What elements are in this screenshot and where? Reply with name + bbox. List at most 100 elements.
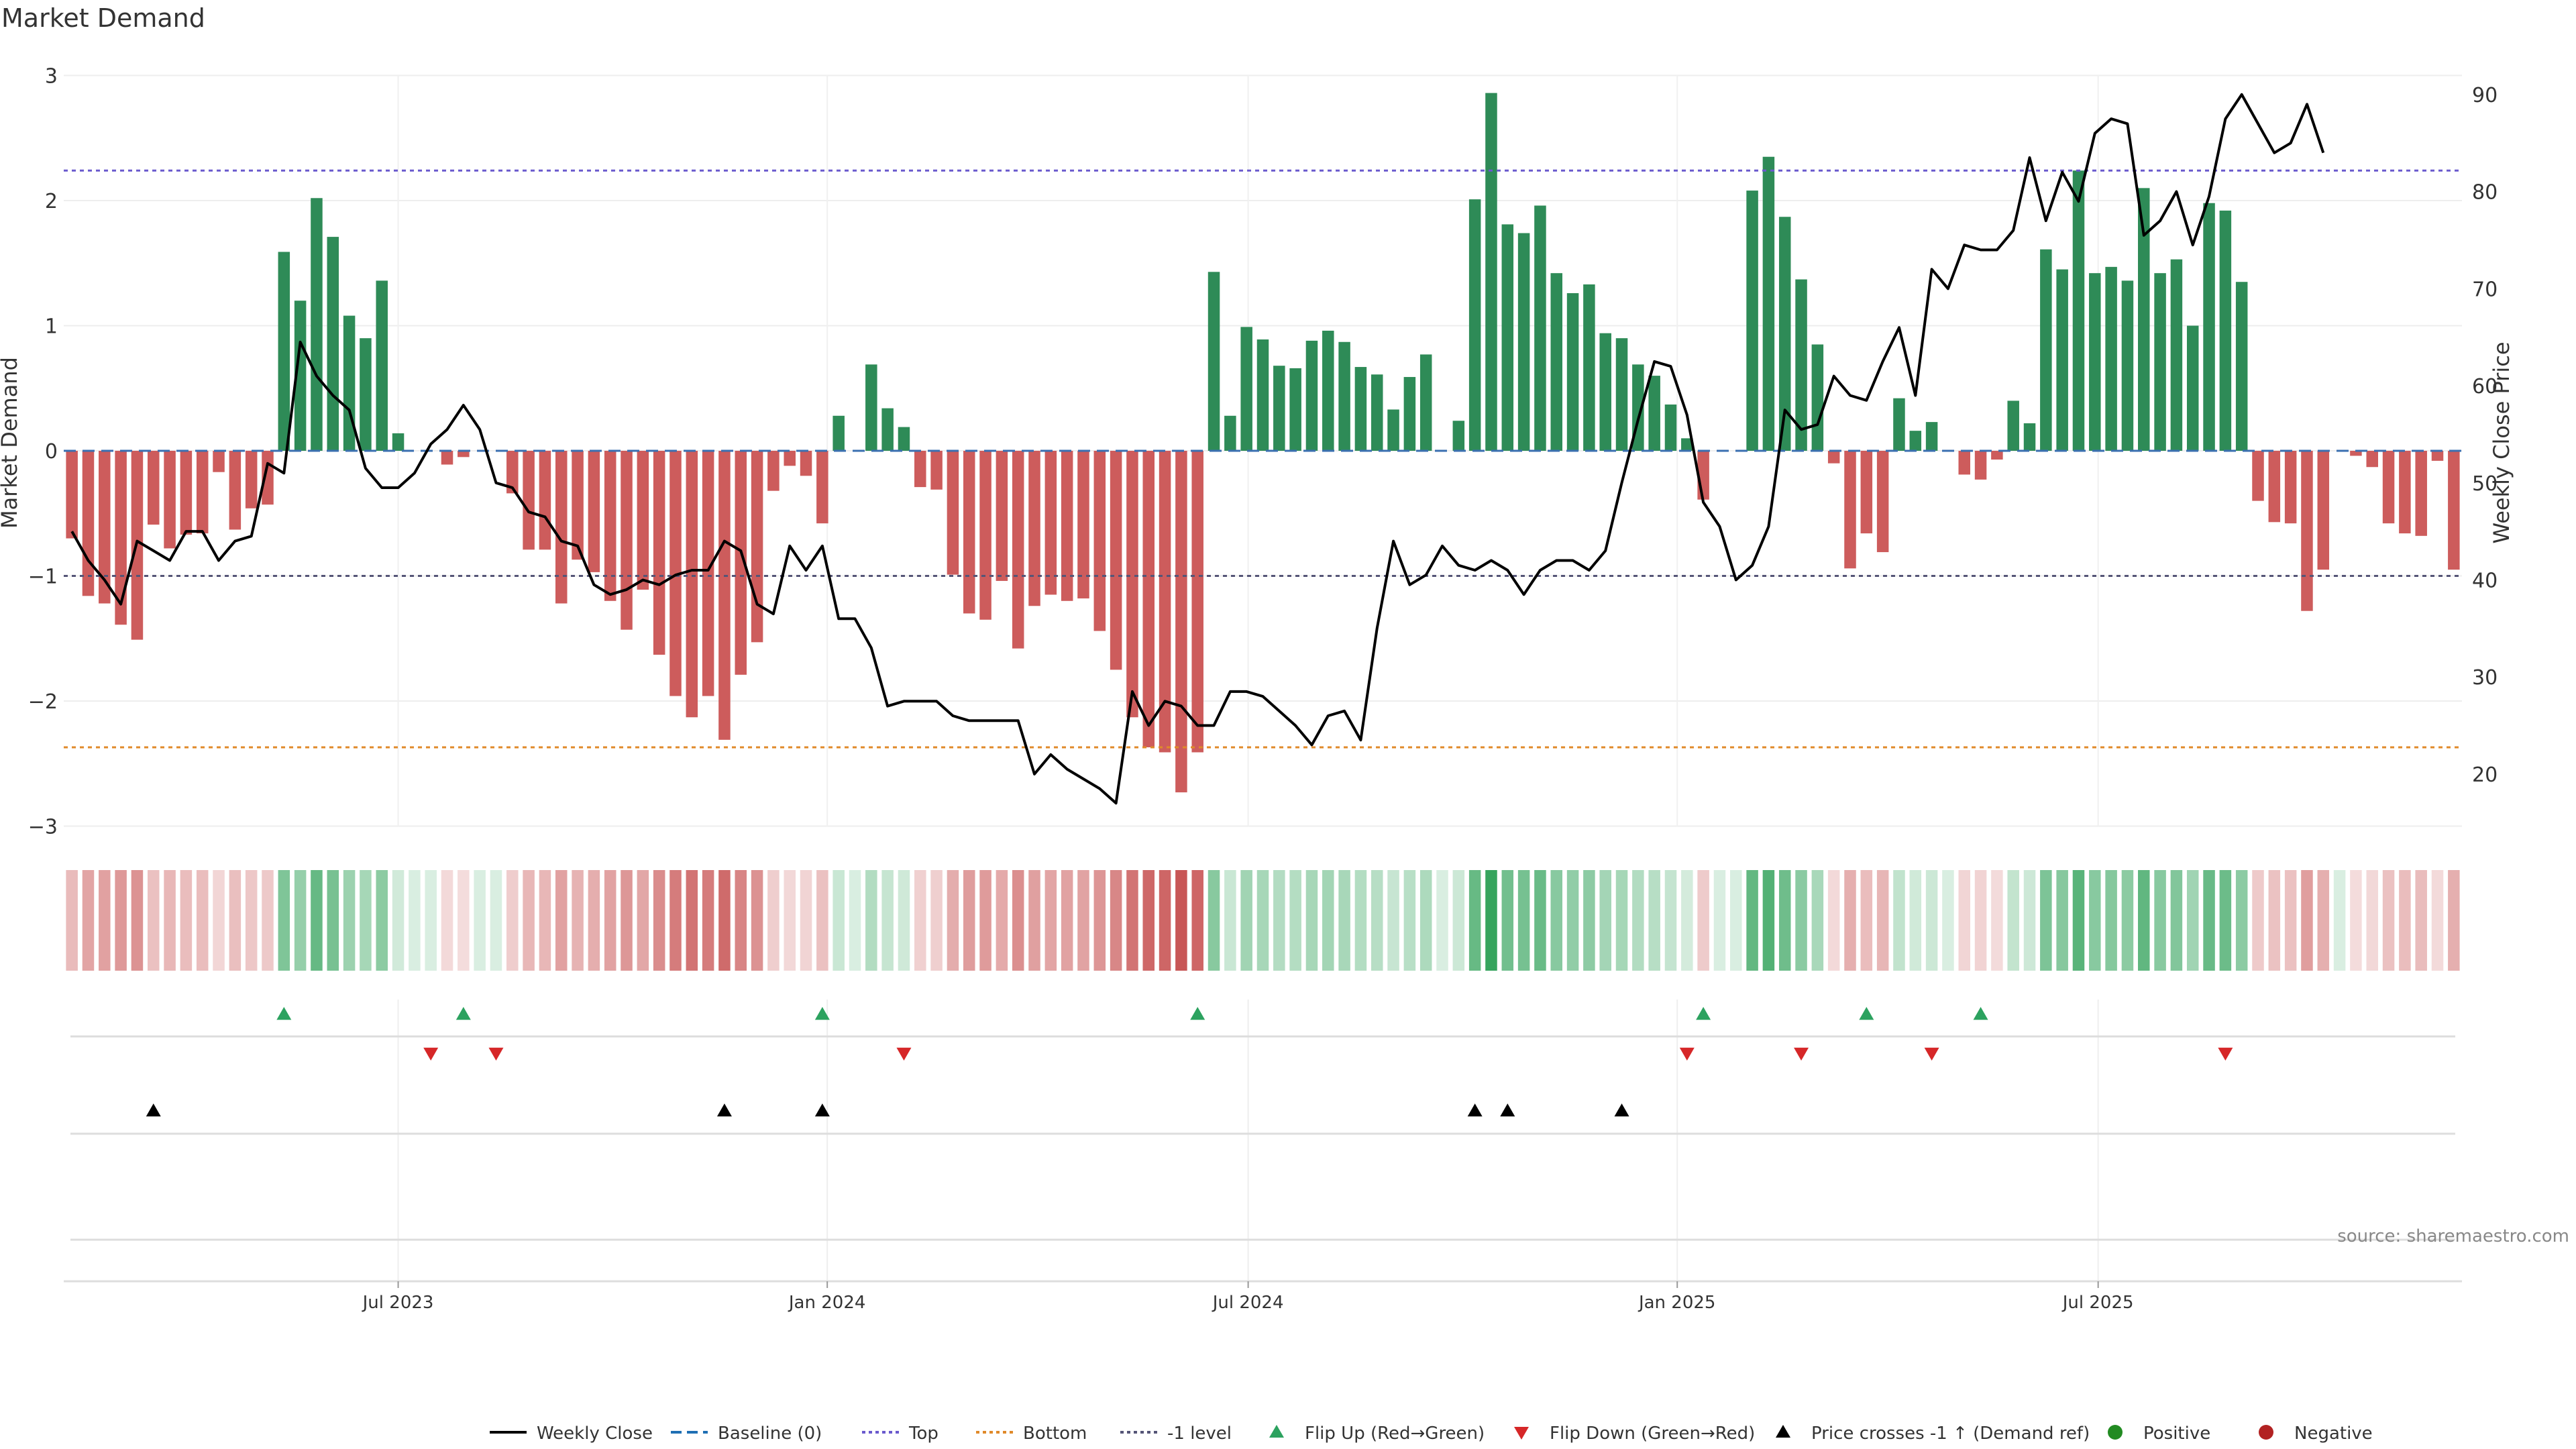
heat-cell <box>2040 870 2052 971</box>
demand-bar-negative <box>2448 451 2460 570</box>
demand-bar-negative <box>506 451 519 494</box>
demand-bar-negative <box>245 451 258 508</box>
demand-bar-positive <box>343 315 356 451</box>
flip-down-marker <box>1794 1047 1809 1061</box>
demand-bar-negative <box>164 451 176 549</box>
heat-cell <box>1028 870 1040 971</box>
heat-cell <box>702 870 714 971</box>
demand-bar-negative <box>2284 451 2297 524</box>
demand-bar-negative <box>2382 451 2395 524</box>
demand-bar-positive <box>1256 339 1269 451</box>
heat-cell <box>1305 870 1318 971</box>
heat-cell <box>196 870 209 971</box>
heat-cell <box>441 870 453 971</box>
heat-cell <box>1403 870 1416 971</box>
heat-cell <box>1501 870 1514 971</box>
heat-cell <box>539 870 551 971</box>
heat-cell <box>1730 870 1742 971</box>
heat-cell <box>2431 870 2444 971</box>
demand-bar-negative <box>1827 451 1840 464</box>
heat-cell <box>294 870 307 971</box>
reference-lines <box>64 169 2462 749</box>
demand-bar-negative <box>2301 451 2313 611</box>
heat-cell <box>1419 870 1432 971</box>
heat-cell <box>376 870 388 971</box>
heat-cell <box>735 870 747 971</box>
heat-cell <box>1468 870 1481 971</box>
flip-down-marker <box>1679 1047 1695 1061</box>
heat-cell <box>1175 870 1187 971</box>
demand-bar-negative <box>2415 451 2427 536</box>
heat-cell <box>930 870 943 971</box>
price-cross-marker <box>1614 1104 1629 1117</box>
demand-bar-negative <box>1061 451 1073 601</box>
heat-cell <box>2333 870 2346 971</box>
heat-cell <box>1256 870 1269 971</box>
demand-bar-positive <box>2007 400 2019 451</box>
demand-bar-positive <box>1419 354 1432 451</box>
heat-cell <box>148 870 160 971</box>
legend-swatch-triangle-up <box>1269 1425 1284 1438</box>
heat-cell <box>898 870 910 971</box>
heat-cell <box>1713 870 1726 971</box>
heat-cell <box>311 870 323 971</box>
heat-cell <box>2301 870 2313 971</box>
heat-cell <box>1338 870 1350 971</box>
heat-cell <box>474 870 486 971</box>
demand-bar-positive <box>1664 404 1677 451</box>
x-axis: Jul 2023 Jan 2024 Jul 2024 Jan 2025 Jul 2025 <box>362 1281 2134 1313</box>
heat-cell <box>1599 870 1611 971</box>
demand-bar-negative <box>1876 451 1889 553</box>
legend-label: -1 level <box>1167 1424 1232 1444</box>
heat-cell <box>115 870 127 971</box>
demand-bar-positive <box>376 280 388 451</box>
demand-bar-negative <box>2399 451 2411 534</box>
heat-cell <box>833 870 845 971</box>
demand-bar-positive <box>1925 422 1938 451</box>
y-axis-label: Market Demand <box>0 357 22 529</box>
y-tick-label: −3 <box>28 816 58 839</box>
heat-cell <box>2317 870 2330 971</box>
demand-bar-positive <box>1452 421 1465 451</box>
heat-cell <box>392 870 405 971</box>
heat-cell <box>66 870 78 971</box>
demand-bar-negative <box>816 451 828 524</box>
demand-bar-positive <box>1746 191 1758 451</box>
y2-axis-label: Weekly Close Price <box>2489 341 2514 543</box>
heat-cell <box>1208 870 1220 971</box>
heat-cell <box>1371 870 1383 971</box>
heat-cell <box>1811 870 1824 971</box>
demand-bar-positive <box>1550 273 1563 451</box>
heat-cell <box>1925 870 1938 971</box>
demand-bar-negative <box>1159 451 1171 753</box>
heat-cell <box>1762 870 1775 971</box>
heat-cell <box>1191 870 1203 971</box>
demand-bar-negative <box>229 451 241 530</box>
heat-cell <box>2366 870 2378 971</box>
demand-bar-negative <box>2317 451 2330 570</box>
demand-bar-positive <box>1240 327 1252 451</box>
heat-cell <box>1583 870 1595 971</box>
demand-bar-positive <box>2056 269 2068 451</box>
demand-bar-negative <box>653 451 665 655</box>
demand-bar-negative <box>930 451 943 490</box>
demand-bar-negative <box>115 451 127 625</box>
demand-bar-positive <box>392 433 405 451</box>
heat-cell <box>180 870 193 971</box>
y2-tick-label: 50 <box>2472 472 2498 496</box>
demand-bar-negative <box>604 451 616 601</box>
legend: Weekly Close Baseline (0) Top Bottom -1 leve… <box>490 1424 2373 1444</box>
demand-bar-negative <box>66 451 78 539</box>
demand-bar-negative <box>555 451 568 604</box>
demand-bar-negative <box>2268 451 2281 523</box>
heat-cell <box>588 870 600 971</box>
demand-bar-positive <box>881 408 894 451</box>
heat-cell <box>1844 870 1856 971</box>
heat-cell <box>2252 870 2264 971</box>
demand-bar-positive <box>2154 273 2166 451</box>
heat-cell <box>621 870 633 971</box>
heat-cell <box>2089 870 2101 971</box>
heat-cell <box>1142 870 1155 971</box>
legend-label: Price crosses -1 ↑ (Demand ref) <box>1811 1424 2090 1444</box>
